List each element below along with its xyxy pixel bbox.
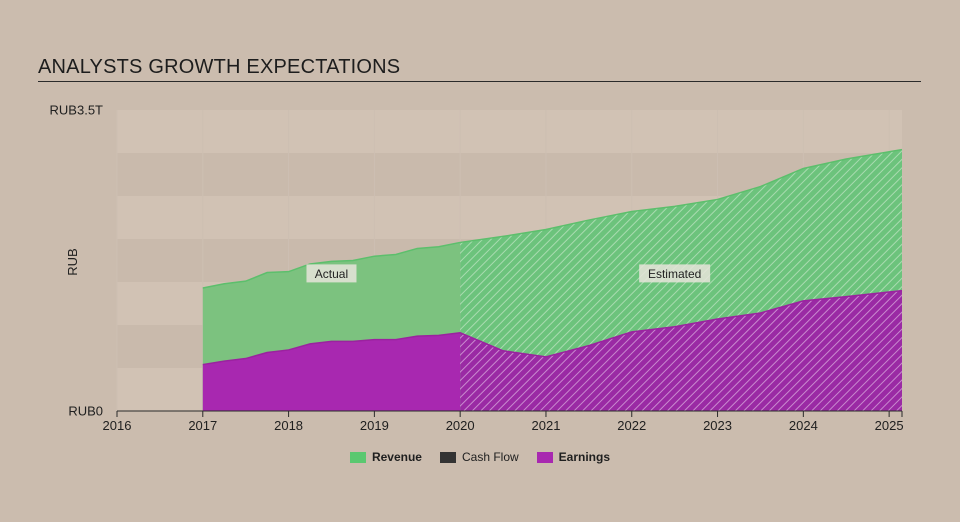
y-tick-label: RUB0 [68,404,103,419]
legend-label-cash-flow: Cash Flow [461,450,519,464]
title-divider [38,81,921,82]
x-tick-label: 2016 [103,418,132,433]
x-tick-label: 2022 [617,418,646,433]
legend-item-revenue[interactable]: Revenue [349,450,422,464]
chart-title: ANALYSTS GROWTH EXPECTATIONS [38,56,401,78]
x-tick-label: 2024 [789,418,818,433]
x-tick-label: 2020 [446,418,475,433]
legend-swatch-revenue [349,451,366,463]
legend-swatch-cash-flow [439,451,456,463]
annotation-box [639,264,711,283]
x-tick-label: 2025 [875,418,904,433]
background-band [117,110,902,153]
earnings-area-estimated [460,290,902,411]
x-tick-label: 2018 [274,418,303,433]
y-axis-label: RUB [65,248,80,275]
legend-item-earnings[interactable]: Earnings [536,450,611,464]
y-tick-label: RUB3.5T [50,103,104,118]
legend-label-revenue: Revenue [371,450,422,464]
legend-swatch-earnings [536,451,553,463]
legend: Revenue Cash Flow Earnings [0,450,960,464]
earnings-area-actual [202,332,461,411]
axes: 2016 2017 2018 2019 2020 2021 2022 2023 2024 2025… [50,103,904,434]
x-tick-label: 2021 [532,418,561,433]
annotations: Actual Estimated [306,264,711,283]
annotation-actual: Actual [315,267,348,281]
x-tick-label: 2017 [188,418,217,433]
legend-label-earnings: Earnings [558,450,611,464]
annotation-box [306,264,357,283]
x-tick-label: 2019 [360,418,389,433]
x-tick-label: 2023 [703,418,732,433]
legend-item-cash-flow[interactable]: Cash Flow [439,450,519,464]
annotation-estimated: Estimated [648,267,701,281]
earnings-line [202,289,903,366]
revenue-line [202,148,903,289]
